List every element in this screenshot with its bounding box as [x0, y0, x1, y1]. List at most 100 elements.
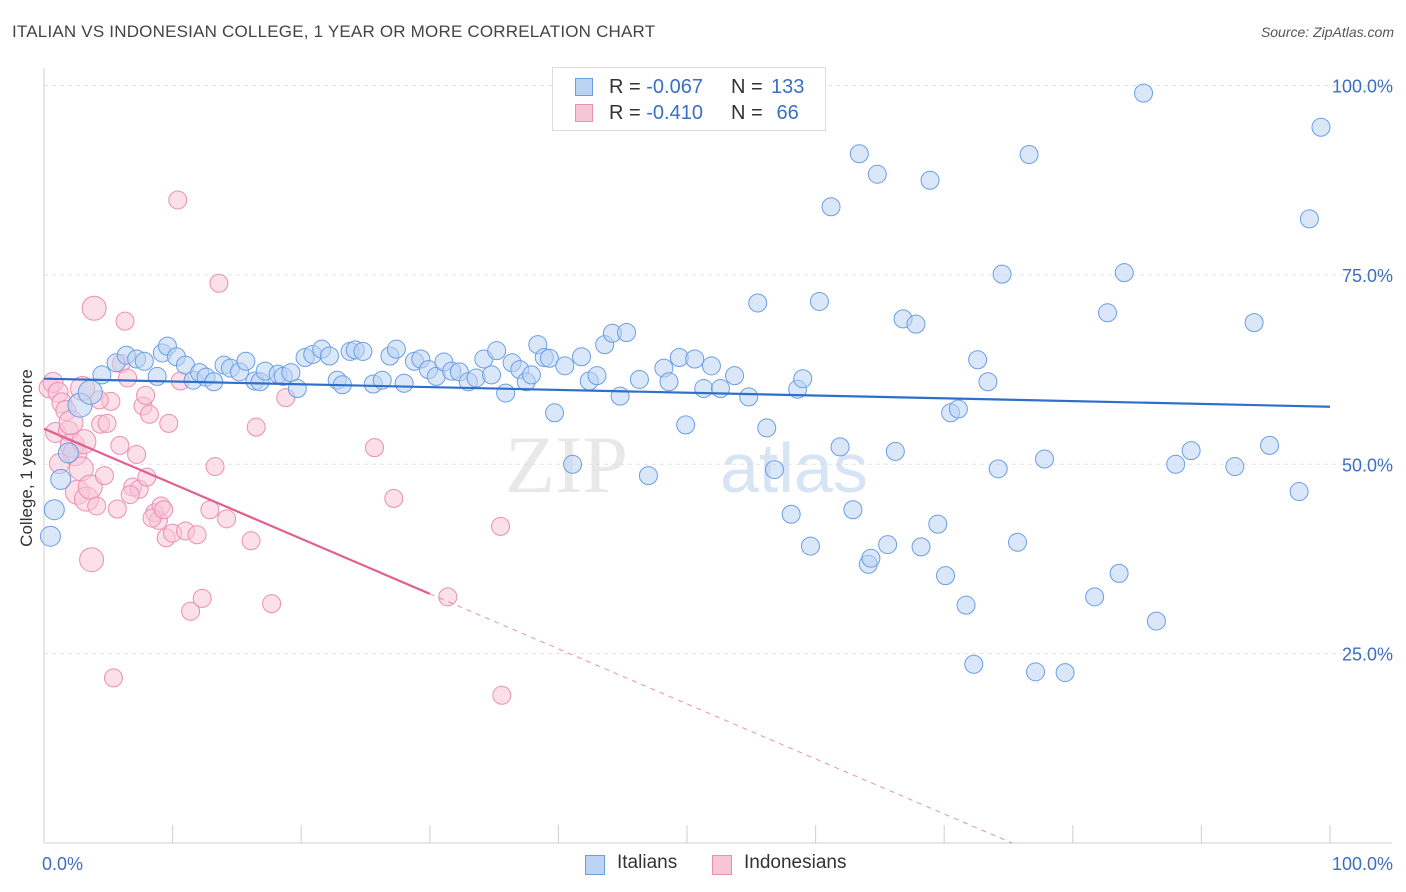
legend-swatch-italians: [585, 855, 605, 875]
italians-point: [319, 346, 339, 366]
italians-point: [134, 351, 154, 371]
italians-point: [496, 383, 516, 403]
trend-line-indonesians: [43, 427, 431, 595]
italians-point: [539, 348, 559, 368]
y-tick-label: 50.0%: [1342, 455, 1393, 475]
italians-point: [988, 459, 1008, 479]
italians-point: [610, 386, 630, 406]
italians-point: [764, 460, 784, 480]
italians-point: [659, 372, 679, 392]
indonesians-point: [159, 413, 179, 433]
stats-n-italians: 133: [771, 76, 805, 98]
italians-point: [1026, 662, 1046, 682]
chart-title: ITALIAN VS INDONESIAN COLLEGE, 1 YEAR OR…: [12, 22, 656, 41]
italians-point: [935, 566, 955, 586]
italians-point: [956, 595, 976, 615]
x-tick-label: 100.0%: [1332, 854, 1393, 874]
italians-point: [1109, 563, 1129, 583]
italians-point: [50, 468, 72, 490]
italians-point: [928, 514, 948, 534]
italians-point: [1098, 303, 1118, 323]
indonesians-point: [110, 435, 130, 455]
italians-point: [906, 314, 926, 334]
italians-point: [482, 365, 502, 385]
italians-point: [830, 437, 850, 457]
indonesians-point: [87, 496, 107, 516]
stats-row-indonesians: R = -0.410 N = 66: [553, 101, 825, 127]
indonesians-point: [127, 444, 147, 464]
italians-point: [843, 500, 863, 520]
series-italians: [39, 83, 1331, 683]
stats-box: R = -0.067 N = 133 R = -0.410 N = 66: [552, 67, 826, 131]
italians-point: [466, 368, 486, 388]
italians-point: [281, 363, 301, 383]
italians-point: [748, 293, 768, 313]
italians-point: [638, 466, 658, 486]
italians-point: [885, 441, 905, 461]
italians-point: [57, 442, 79, 464]
italians-point: [236, 351, 256, 371]
italians-point: [849, 144, 869, 164]
trend-lines: [43, 377, 1331, 844]
stats-swatch-indonesians: [575, 104, 593, 122]
italians-point: [878, 535, 898, 555]
indonesians-point: [492, 685, 512, 705]
italians-point: [77, 379, 103, 405]
indonesians-point: [168, 190, 188, 210]
italians-point: [545, 403, 565, 423]
indonesians-point: [136, 385, 156, 405]
italians-point: [757, 418, 777, 438]
italians-point: [521, 365, 541, 385]
stats-n-indonesians: 66: [771, 102, 799, 124]
italians-point: [1134, 83, 1154, 103]
y-tick-label: 25.0%: [1342, 645, 1393, 665]
italians-point: [629, 369, 649, 389]
italians-point: [1055, 663, 1075, 683]
stats-n-label-italians: N =: [731, 76, 763, 98]
trend-line-italians: [43, 377, 1331, 408]
italians-point: [800, 536, 820, 556]
italians-point: [739, 387, 759, 407]
italians-point: [92, 365, 112, 385]
italians-point: [386, 339, 406, 359]
indonesians-point: [241, 531, 261, 551]
indonesians-point: [139, 404, 159, 424]
italians-point: [587, 366, 607, 386]
italians-point: [809, 291, 829, 311]
y-axis-label: College, 1 year or more: [17, 369, 36, 547]
italians-point: [147, 366, 167, 386]
italians-point: [920, 170, 940, 190]
italians-point: [572, 347, 592, 367]
stats-row-italians: R = -0.067 N = 133: [553, 75, 825, 101]
axes: [43, 68, 1392, 844]
indonesians-point: [97, 413, 117, 433]
indonesians-point: [217, 509, 237, 529]
italians-point: [555, 356, 575, 376]
italians-point: [1181, 441, 1201, 461]
legend: Italians Indonesians: [0, 852, 1406, 878]
italians-point: [821, 197, 841, 217]
italians-point: [287, 379, 307, 399]
stats-n-label-indonesians: N =: [731, 102, 763, 124]
italians-point: [617, 322, 637, 342]
indonesians-point: [262, 594, 282, 614]
stats-swatch-italians: [575, 78, 593, 96]
indonesians-point: [209, 273, 229, 293]
italians-point: [685, 349, 705, 369]
italians-point: [1244, 313, 1264, 333]
y-tick-label: 75.0%: [1342, 266, 1393, 286]
italians-point: [372, 370, 392, 390]
indonesians-point: [491, 516, 511, 536]
italians-point: [1146, 611, 1166, 631]
italians-point: [563, 454, 583, 474]
indonesians-point: [115, 311, 135, 331]
stats-r-indonesians: R = -0.410: [609, 102, 703, 124]
legend-swatch-indonesians: [712, 855, 732, 875]
italians-point: [1311, 117, 1331, 137]
indonesians-point: [107, 499, 127, 519]
italians-point: [394, 373, 414, 393]
indonesians-point: [187, 525, 207, 545]
indonesians-point: [81, 295, 107, 321]
indonesians-point: [438, 587, 458, 607]
